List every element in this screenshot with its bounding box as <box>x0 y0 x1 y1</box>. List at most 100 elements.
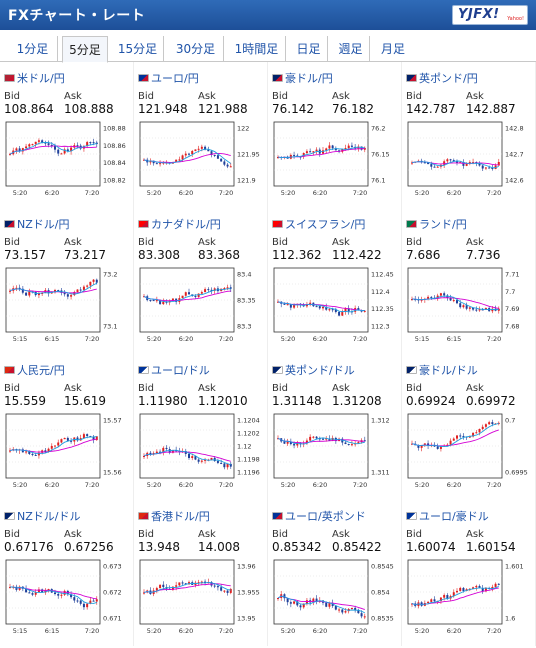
candlestick-chart[interactable]: 122 121.95 121.9 5:20 6:20 7:20 <box>138 120 264 200</box>
pair-link[interactable]: ユーロ/円 <box>138 70 199 85</box>
rate-cell[interactable]: NZドル/円 Bid Ask 73.157 73.217 73.2 73.1 5:15 6:15… <box>0 208 134 354</box>
candle-body <box>293 304 296 308</box>
rate-cell[interactable]: 人民元/円 Bid Ask 15.559 15.619 15.57 15.56 5:20 6:2… <box>0 354 134 500</box>
pair-link[interactable]: NZドル/円 <box>4 216 69 231</box>
pair-link[interactable]: スイスフラン/円 <box>272 216 365 231</box>
candle-body <box>223 463 226 468</box>
rate-cell[interactable]: NZドル/ドル Bid Ask 0.67176 0.67256 0.673 0.672 0.6… <box>0 500 134 646</box>
rate-cell[interactable]: 米ドル/円 Bid Ask 108.864 108.888 108.88 108.86 108… <box>0 62 134 208</box>
ask-label: Ask <box>64 383 82 394</box>
bid-value: 13.948 <box>138 540 180 554</box>
tab-15min[interactable]: 15分足 <box>112 36 164 62</box>
candlestick-chart[interactable]: 76.2 76.15 76.1 5:20 6:20 7:20 <box>272 120 398 200</box>
candlestick-chart[interactable]: 0.8545 0.854 0.8535 5:20 6:20 7:20 <box>272 558 398 638</box>
tab-30min[interactable]: 30分足 <box>168 36 224 62</box>
candle-body <box>44 142 47 144</box>
page-title: FXチャート・レート <box>8 8 146 24</box>
candle-body <box>21 288 24 293</box>
candle-body <box>171 298 174 301</box>
candlestick-chart[interactable]: 112.45 112.4 112.35 112.3 5:20 6:20 7:20 <box>272 266 398 346</box>
y-tick-label: 0.673 <box>103 563 122 571</box>
pair-link[interactable]: ランド/円 <box>406 216 467 231</box>
pair-link[interactable]: NZドル/ドル <box>4 508 80 523</box>
candle-body <box>481 587 484 592</box>
candle-body <box>18 586 21 590</box>
plot-area <box>5 121 101 187</box>
candle-body <box>350 145 353 147</box>
ask-label: Ask <box>64 91 82 102</box>
y-tick-label: 83.3 <box>237 323 251 331</box>
candlestick-chart[interactable]: 142.8 142.7 142.6 5:20 6:20 7:20 <box>406 120 532 200</box>
candle-body <box>175 585 178 587</box>
tab-daily[interactable]: 日足 <box>290 36 328 62</box>
pair-link[interactable]: 英ポンド/ドル <box>272 362 355 377</box>
candlestick-chart[interactable]: 73.2 73.1 5:15 6:15 7:20 <box>4 266 130 346</box>
pair-link[interactable]: ユーロ/豪ドル <box>406 508 489 523</box>
candlestick-chart[interactable]: 7.71 7.7 7.69 7.68 5:15 6:15 7:20 <box>406 266 532 346</box>
moving-average-fast <box>411 422 499 447</box>
rate-cell[interactable]: ユーロ/豪ドル Bid Ask 1.60074 1.60154 1.601 1.6 5:20 6… <box>402 500 536 646</box>
bid-label: Bid <box>272 383 288 394</box>
tab-1hour[interactable]: 1時間足 <box>228 36 286 62</box>
candle-body <box>277 301 279 303</box>
candle-body <box>82 434 85 439</box>
rate-cell[interactable]: 英ポンド/円 Bid Ask 142.787 142.887 142.8 142.7 142.… <box>402 62 536 208</box>
ask-label: Ask <box>466 383 484 394</box>
candlestick-chart[interactable]: 0.7 0.6995 5:20 6:20 7:20 <box>406 412 532 492</box>
pair-link[interactable]: 米ドル/円 <box>4 70 65 85</box>
rate-cell[interactable]: 豪ドル/ドル Bid Ask 0.69924 0.69972 0.7 0.6995 5:20 6… <box>402 354 536 500</box>
candle-body <box>25 146 28 149</box>
candle-body <box>200 146 203 149</box>
candlestick-chart[interactable]: 83.4 83.35 83.3 5:20 6:20 7:20 <box>138 266 264 346</box>
pair-link[interactable]: 豪ドル/円 <box>272 70 333 85</box>
pair-link[interactable]: カナダドル/円 <box>138 216 221 231</box>
pair-link[interactable]: 香港ドル/円 <box>138 508 210 523</box>
candle-body <box>475 309 478 311</box>
candlestick-chart[interactable]: 1.312 1.311 5:20 6:20 7:20 <box>272 412 398 492</box>
candlestick-chart[interactable]: 0.673 0.672 0.671 5:15 6:15 7:20 <box>4 558 130 638</box>
y-tick-label: 0.8535 <box>371 615 394 623</box>
candle-body <box>363 147 366 150</box>
pair-link[interactable]: ユーロ/ドル <box>138 362 210 377</box>
y-tick-label: 1.1202 <box>237 430 260 438</box>
yjfx-logo[interactable]: YJFX! Yahoo! <box>452 5 528 25</box>
pair-link[interactable]: 英ポンド/円 <box>406 70 478 85</box>
candle-body <box>207 149 210 152</box>
candle-body <box>9 450 11 452</box>
bid-value: 121.948 <box>138 102 188 116</box>
candle-body <box>226 287 229 289</box>
rate-cell[interactable]: ユーロ/円 Bid Ask 121.948 121.988 122 121.95 121.9 5… <box>134 62 268 208</box>
candle-body <box>63 292 66 295</box>
rate-cell[interactable]: 豪ドル/円 Bid Ask 76.142 76.182 76.2 76.15 76.1 5:20… <box>268 62 402 208</box>
candle-body <box>57 442 60 446</box>
bid-label: Bid <box>406 383 422 394</box>
tab-5min[interactable]: 5分足 <box>62 36 108 63</box>
y-tick-label: 108.84 <box>103 159 126 167</box>
candlestick-chart[interactable]: 15.57 15.56 5:20 6:20 7:20 <box>4 412 130 492</box>
rate-cell[interactable]: ユーロ/英ポンド Bid Ask 0.85342 0.85422 0.8545 0.854 0… <box>268 500 402 646</box>
tab-monthly[interactable]: 月足 <box>380 42 405 56</box>
candlestick-chart[interactable]: 108.88 108.86 108.84 108.82 5:20 6:20 7:20 <box>4 120 130 200</box>
candlestick-chart[interactable]: 1.1204 1.1202 1.12 1.1198 1.1196 5:20 6:20 7:20 <box>138 412 264 492</box>
candlestick-chart[interactable]: 1.601 1.6 5:20 6:20 7:20 <box>406 558 532 638</box>
rate-cell[interactable]: ユーロ/ドル Bid Ask 1.11980 1.12010 1.1204 1.1202 1.… <box>134 354 268 500</box>
tab-weekly[interactable]: 週足 <box>332 36 370 62</box>
pair-link[interactable]: ユーロ/英ポンド <box>272 508 366 523</box>
pair-link[interactable]: 豪ドル/ドル <box>406 362 478 377</box>
bid-label: Bid <box>4 383 20 394</box>
candle-body <box>149 160 152 163</box>
rate-cell[interactable]: 香港ドル/円 Bid Ask 13.948 14.008 13.96 13.955 13.95… <box>134 500 268 646</box>
candle-body <box>277 598 279 600</box>
candlestick-chart[interactable]: 13.96 13.955 13.95 5:20 6:20 7:20 <box>138 558 264 638</box>
pair-link[interactable]: 人民元/円 <box>4 362 65 377</box>
candle-body <box>309 151 312 153</box>
candle-body <box>184 292 187 296</box>
candle-body <box>184 451 187 454</box>
rate-cell[interactable]: 英ポンド/ドル Bid Ask 1.31148 1.31208 1.312 1.311 5:2… <box>268 354 402 500</box>
rate-cell[interactable]: スイスフラン/円 Bid Ask 112.362 112.422 112.45 112.4 1… <box>268 208 402 354</box>
y-tick-label: 13.955 <box>237 589 260 597</box>
tab-1min[interactable]: 1分足 <box>8 36 58 62</box>
rate-cell[interactable]: ランド/円 Bid Ask 7.686 7.736 7.71 7.7 7.69 7.68 5:15… <box>402 208 536 354</box>
candle-body <box>21 148 24 152</box>
rate-cell[interactable]: カナダドル/円 Bid Ask 83.308 83.368 83.4 83.35 83.3 5:… <box>134 208 268 354</box>
